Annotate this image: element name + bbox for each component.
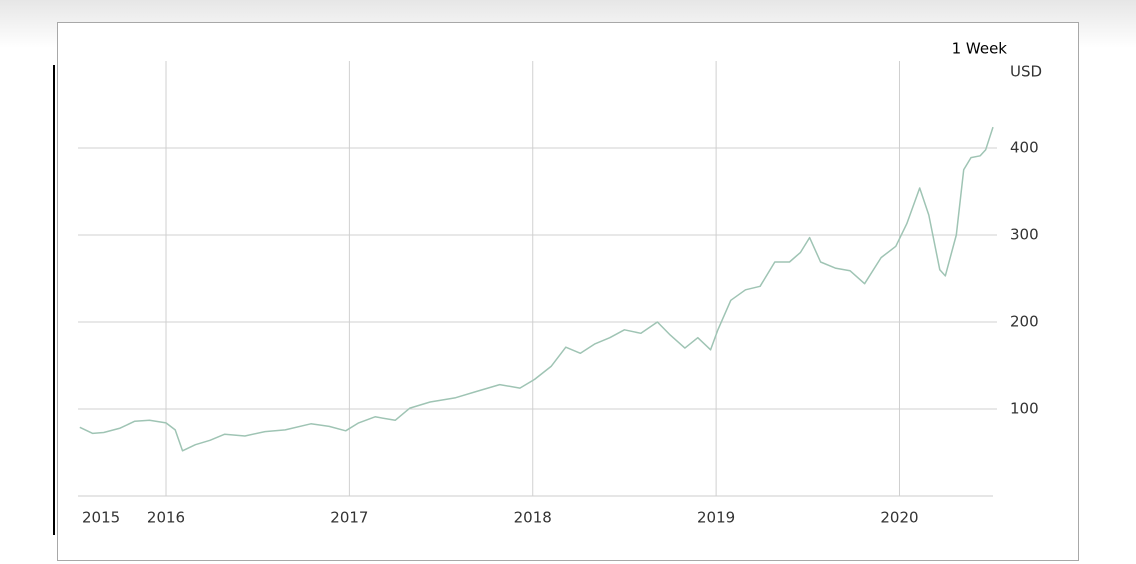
x-tick-label: 2015 [82,509,120,527]
y-tick-label: 200 [1010,313,1039,331]
x-tick-label: 2020 [880,509,918,527]
unit-label: USD [1010,63,1042,81]
y-tick-label: 100 [1010,400,1039,418]
x-tick-label: 2016 [147,509,185,527]
price-line [79,126,994,452]
y-tick-label: 400 [1010,139,1039,157]
x-tick-label: 2017 [330,509,368,527]
x-tick-label: 2019 [697,509,735,527]
y-tick-label: 300 [1010,226,1039,244]
chart-frame [57,22,1079,561]
period-label: 1 Week [952,40,1008,58]
x-tick-label: 2018 [514,509,552,527]
